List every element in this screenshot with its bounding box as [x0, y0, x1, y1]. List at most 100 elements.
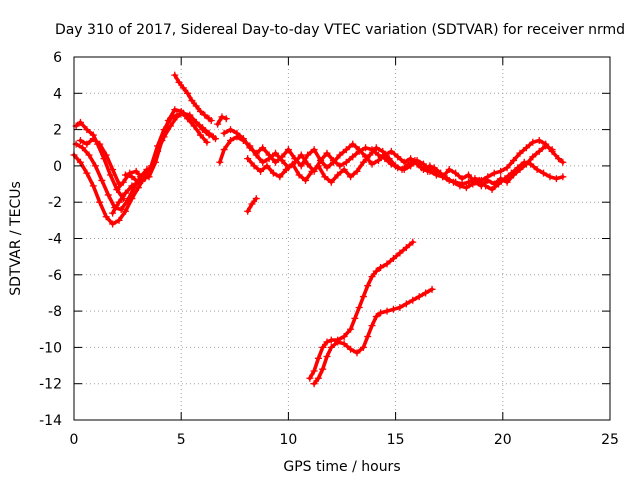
- data-point-marker: [422, 289, 430, 297]
- data-point-marker: [171, 71, 179, 79]
- data-point-marker: [452, 169, 460, 177]
- series-trace: [72, 153, 145, 226]
- data-point-marker: [319, 343, 327, 351]
- data-point-marker: [347, 173, 355, 181]
- data-point-marker: [128, 182, 136, 190]
- data-point-marker: [259, 144, 267, 152]
- data-series: [244, 144, 567, 193]
- data-point-marker: [203, 138, 211, 146]
- data-point-marker: [546, 173, 554, 181]
- data-point-marker: [115, 216, 123, 224]
- data-point-marker: [428, 285, 436, 293]
- data-point-marker: [449, 178, 457, 186]
- y-tick-label: -8: [48, 304, 62, 320]
- data-point-marker: [272, 158, 280, 166]
- data-point-marker: [349, 153, 357, 161]
- data-point-marker: [233, 129, 241, 137]
- x-tick-label: 0: [70, 432, 79, 448]
- data-point-marker: [372, 267, 380, 275]
- data-point-marker: [310, 380, 318, 388]
- data-point-marker: [128, 173, 136, 181]
- data-series: [306, 238, 417, 382]
- data-point-marker: [462, 184, 470, 192]
- data-point-marker: [134, 178, 142, 186]
- data-point-marker: [400, 158, 408, 166]
- data-point-marker: [389, 254, 397, 262]
- data-point-marker: [272, 149, 280, 157]
- data-point-marker: [314, 354, 322, 362]
- data-point-marker: [329, 158, 337, 166]
- data-point-marker: [377, 309, 385, 317]
- data-point-marker: [327, 178, 335, 186]
- data-point-marker: [109, 209, 117, 217]
- data-point-marker: [342, 158, 350, 166]
- y-tick-label: 6: [53, 50, 62, 66]
- data-point-marker: [415, 293, 423, 301]
- data-series: [214, 113, 230, 128]
- data-point-marker: [529, 153, 537, 161]
- y-tick-label: -10: [39, 340, 62, 356]
- data-point-marker: [76, 136, 84, 144]
- data-point-marker: [89, 182, 97, 190]
- data-point-marker: [212, 135, 220, 143]
- data-point-marker: [222, 115, 230, 123]
- data-point-marker: [196, 107, 204, 115]
- series-trace: [173, 73, 213, 123]
- data-point-marker: [192, 118, 200, 126]
- data-point-marker: [469, 180, 477, 188]
- data-point-marker: [366, 151, 374, 159]
- data-point-marker: [336, 162, 344, 170]
- data-point-marker: [175, 78, 183, 86]
- data-point-marker: [533, 166, 541, 174]
- data-point-marker: [458, 175, 466, 183]
- data-point-marker: [424, 167, 432, 175]
- data-point-marker: [83, 169, 91, 177]
- y-axis-label: SDTVAR / TECUs: [8, 181, 24, 296]
- data-point-marker: [91, 162, 99, 170]
- data-point-marker: [188, 97, 196, 105]
- data-point-marker: [402, 300, 410, 308]
- data-point-marker: [218, 113, 226, 121]
- data-point-marker: [334, 171, 342, 179]
- data-point-marker: [244, 207, 252, 215]
- data-point-marker: [355, 146, 363, 154]
- data-point-marker: [475, 176, 483, 184]
- data-point-marker: [353, 349, 361, 357]
- data-series: [76, 135, 123, 188]
- data-point-marker: [119, 178, 127, 186]
- series-trace: [222, 127, 554, 188]
- data-point-marker: [336, 151, 344, 159]
- y-tick-label: -2: [48, 195, 62, 211]
- data-point-marker: [362, 144, 370, 152]
- data-point-marker: [372, 144, 380, 152]
- data-point-marker: [409, 296, 417, 304]
- data-point-marker: [535, 136, 543, 144]
- data-point-marker: [404, 160, 412, 168]
- y-tick-label: 0: [53, 159, 62, 175]
- data-point-marker: [368, 273, 376, 281]
- data-point-marker: [327, 336, 335, 344]
- y-tick-label: -6: [48, 268, 62, 284]
- data-point-marker: [389, 305, 397, 313]
- data-point-marker: [417, 164, 425, 172]
- data-point-marker: [347, 325, 355, 333]
- data-point-marker: [374, 156, 382, 164]
- data-point-marker: [154, 142, 162, 150]
- data-point-marker: [179, 109, 187, 117]
- data-point-marker: [409, 238, 417, 246]
- data-point-marker: [359, 343, 367, 351]
- data-point-marker: [115, 198, 123, 206]
- data-point-marker: [117, 205, 125, 213]
- data-point-marker: [327, 343, 335, 351]
- data-point-marker: [349, 140, 357, 148]
- data-point-marker: [104, 191, 112, 199]
- data-point-marker: [284, 146, 292, 154]
- data-point-marker: [353, 167, 361, 175]
- data-point-marker: [340, 333, 348, 341]
- data-point-marker: [516, 149, 524, 157]
- series-trace: [312, 287, 434, 386]
- data-point-marker: [340, 166, 348, 174]
- data-point-marker: [259, 158, 267, 166]
- data-point-marker: [383, 260, 391, 268]
- data-point-marker: [109, 166, 117, 174]
